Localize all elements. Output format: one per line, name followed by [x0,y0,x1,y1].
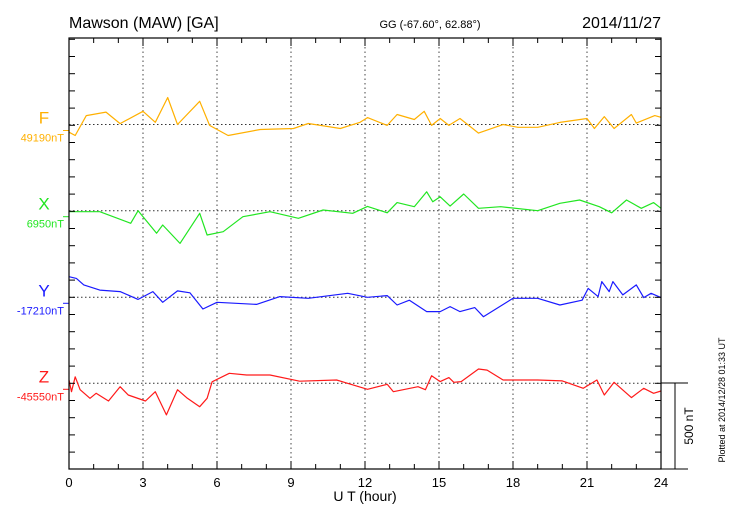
series-f-line [68,96,662,137]
component-label-x: X [38,195,49,214]
series-x-line [69,191,662,244]
baseline-value-y: -17210nT [17,305,64,317]
x-tick-label: 21 [580,475,594,490]
component-labels: F 49190nT X 6950nT Y -17210nT Z -45550nT [17,109,69,403]
component-label-z: Z [39,367,49,386]
baseline-value-z: -45550nT [17,391,64,403]
x-axis-ticks: 0 3 6 9 12 15 18 21 24 [65,38,668,490]
component-label-y: Y [38,281,49,300]
baseline-value-x: 6950nT [27,219,65,231]
station-title: Mawson (MAW) [GA] [69,15,219,32]
component-label-f: F [39,109,49,128]
x-tick-label: 0 [65,475,72,490]
series-layer [68,96,662,416]
plot-frame [68,37,662,470]
baseline-value-f: 49190nT [21,133,65,145]
plotted-timestamp: Plotted at 2014/12/28 01:33 UT [717,337,727,463]
x-tick-label: 6 [213,475,220,490]
plot-date: 2014/11/27 [582,15,661,32]
scale-bar-label: 500 nT [682,407,696,445]
grid [69,38,661,469]
x-tick-label: 24 [654,475,668,490]
x-tick-label: 9 [287,475,294,490]
x-tick-label: 12 [358,475,372,490]
scale-bar: 500 nT [661,382,696,470]
x-axis-label: U T (hour) [333,488,396,504]
station-coordinates: GG (-67.60°, 62.88°) [379,19,480,31]
series-z-line [68,368,662,416]
x-tick-label: 3 [139,475,146,490]
x-tick-label: 18 [506,475,520,490]
series-y-line [68,276,662,318]
x-tick-label: 15 [432,475,446,490]
